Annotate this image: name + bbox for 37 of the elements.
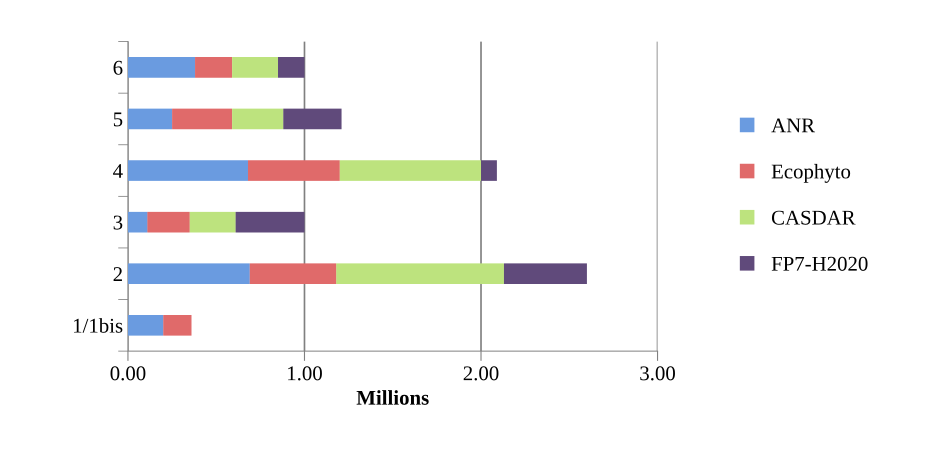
bar <box>283 108 342 130</box>
bar <box>128 212 148 232</box>
x-tick-label: 0.00 <box>110 366 146 380</box>
y-tick-label: 1/1bis <box>74 318 122 333</box>
bar <box>195 57 232 78</box>
bar <box>248 160 340 181</box>
bar <box>172 108 232 130</box>
bar <box>232 57 278 78</box>
bar <box>128 57 196 78</box>
x-tick-label: 2.00 <box>464 366 498 380</box>
legend-label: FP7-H2020 <box>772 256 868 271</box>
y-tick-label: 4 <box>113 164 123 178</box>
bar <box>232 108 284 130</box>
y-tick-label: 2 <box>114 267 122 281</box>
legend-label: Ecophyto <box>772 164 850 183</box>
bar <box>481 160 497 181</box>
bar <box>128 263 250 284</box>
x-tick-label: 3.00 <box>640 366 675 380</box>
bar <box>147 212 190 232</box>
bar <box>236 212 304 232</box>
legend-label: ANR <box>771 118 816 132</box>
bar <box>190 212 236 232</box>
bar <box>163 315 192 336</box>
bar <box>128 160 248 181</box>
bar <box>504 263 587 284</box>
bar <box>336 263 504 284</box>
y-tick-label: 5 <box>114 112 122 126</box>
bar <box>278 57 304 78</box>
x-axis-title: Millions <box>356 390 429 405</box>
bar <box>128 315 164 336</box>
x-tick-label: 1.00 <box>288 366 322 380</box>
y-tick-label: 3 <box>114 216 122 230</box>
bar <box>340 160 482 181</box>
y-tick-label: 6 <box>114 60 122 75</box>
bar <box>250 263 336 284</box>
legend-label: CASDAR <box>772 210 856 225</box>
bar <box>128 108 172 130</box>
